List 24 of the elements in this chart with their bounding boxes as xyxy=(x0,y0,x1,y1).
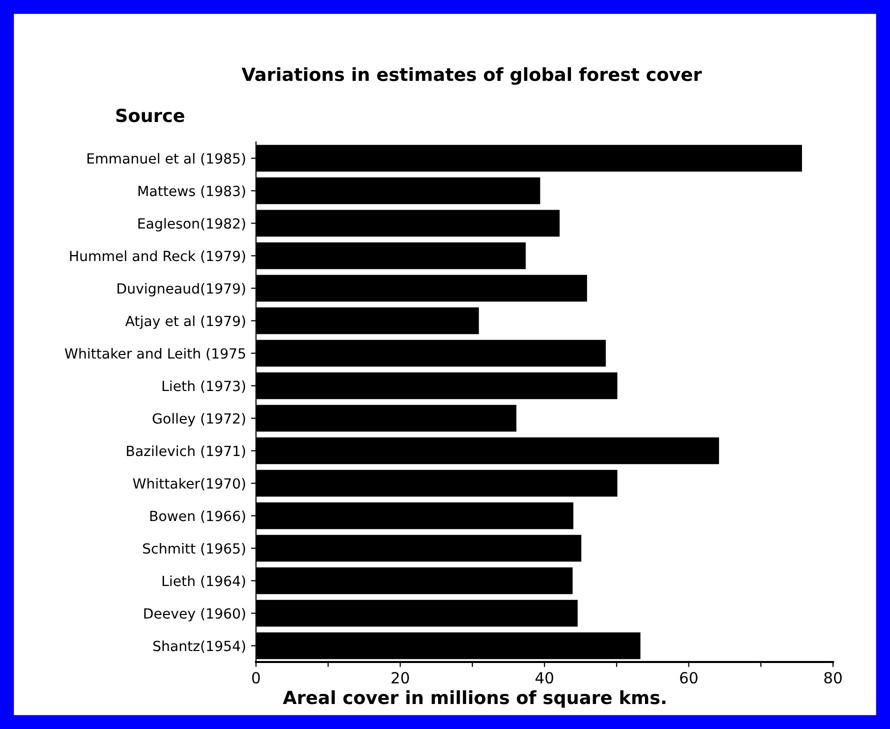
y-tick-label: Bowen (1966) xyxy=(150,510,246,523)
y-tick-label: Shantz(1954) xyxy=(153,640,246,653)
y-tick-label: Deevey (1960) xyxy=(144,608,246,622)
y-tick-label: Golley (1972) xyxy=(152,412,246,426)
y-tick-label: Atjay et al (1979) xyxy=(125,315,246,329)
y-tick-label: Duvigneaud(1979) xyxy=(118,282,246,296)
x-tick-label: 20 xyxy=(392,672,409,684)
y-axis-title: Source xyxy=(116,108,184,122)
y-tick-label: Whittaker and Leith (1975 xyxy=(64,348,246,360)
y-tick-label: Eagleson(1982) xyxy=(138,218,246,232)
x-axis-title: Areal cover in millions of square kms. xyxy=(282,690,666,708)
y-tick-label: Whittaker(1970) xyxy=(132,478,246,490)
y-tick-label: Mattews (1983) xyxy=(138,185,246,198)
y-tick-label: Lieth (1964) xyxy=(162,575,246,588)
x-tick-label: 80 xyxy=(824,672,842,684)
chart-title: Variations in estimates of global forest cover xyxy=(242,67,702,85)
x-tick-label: 60 xyxy=(680,672,698,684)
x-tick-label: 40 xyxy=(536,672,554,684)
y-tick-label: Hummel and Reck (1979) xyxy=(70,250,246,263)
x-tick-label: 0 xyxy=(252,672,260,684)
y-tick-label: Emmanuel et al (1985) xyxy=(88,152,246,166)
y-tick-label: Schmitt (1965) xyxy=(143,542,246,556)
y-tick-label: Bazilevich (1971) xyxy=(126,445,246,458)
y-tick-label: Lieth (1973) xyxy=(162,380,246,393)
